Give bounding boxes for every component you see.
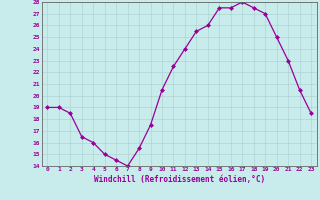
X-axis label: Windchill (Refroidissement éolien,°C): Windchill (Refroidissement éolien,°C): [94, 175, 265, 184]
